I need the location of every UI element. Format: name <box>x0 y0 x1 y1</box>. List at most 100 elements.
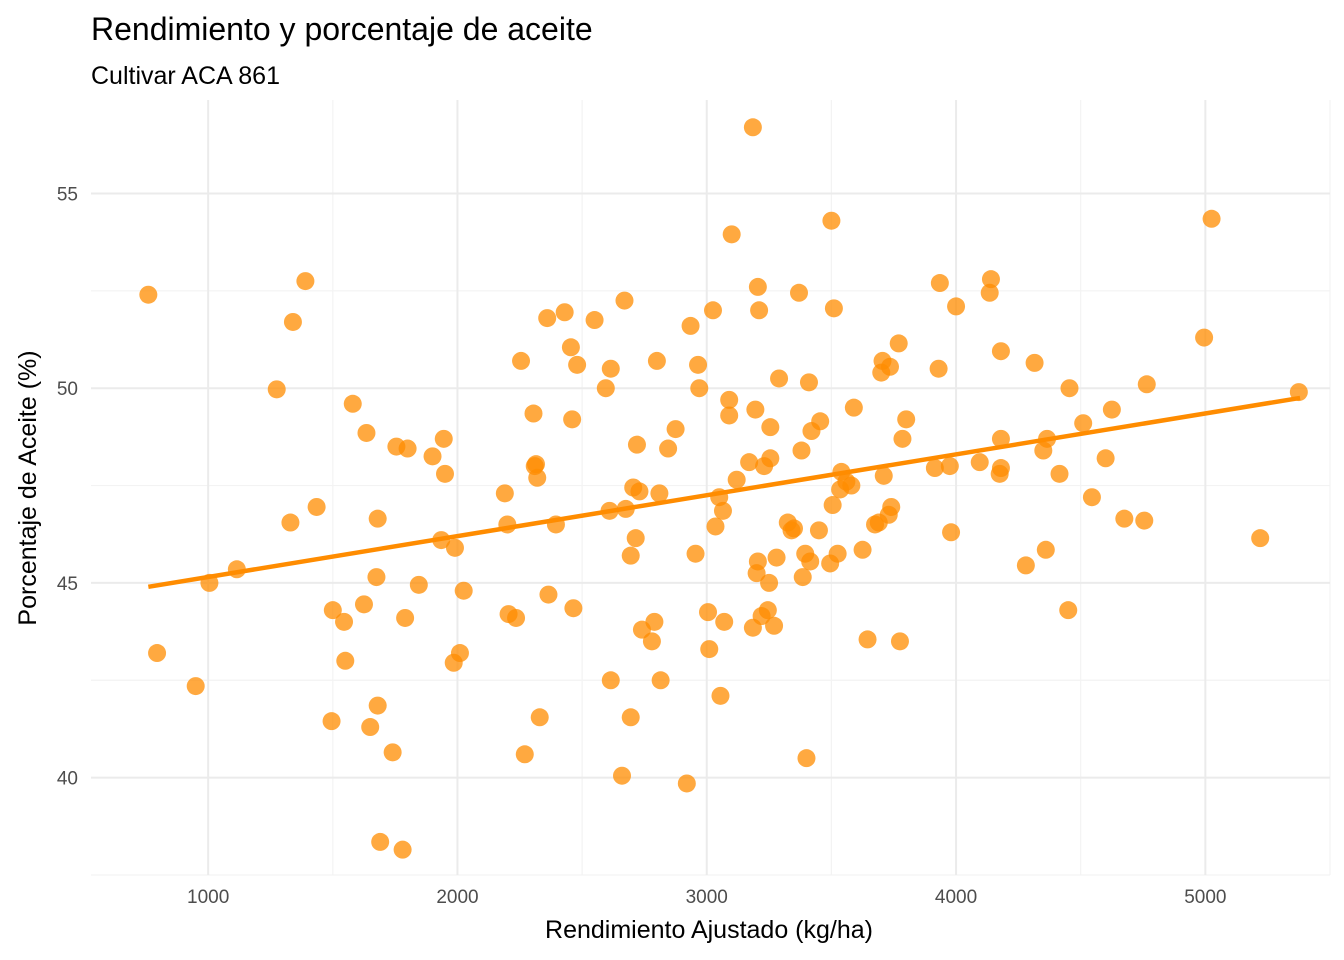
data-point <box>689 355 708 374</box>
data-point <box>368 696 387 715</box>
data-point <box>564 599 583 618</box>
data-point <box>1135 511 1154 530</box>
data-point <box>507 608 526 627</box>
data-point <box>1202 209 1221 228</box>
data-point <box>336 651 355 670</box>
data-point <box>283 312 302 331</box>
data-point <box>1074 414 1093 433</box>
y-axis-title: Porcentaje de Aceite (%) <box>14 350 42 625</box>
data-point <box>367 568 386 587</box>
data-point <box>882 497 901 516</box>
data-point <box>368 509 387 528</box>
data-point <box>666 420 685 439</box>
data-point <box>393 840 412 859</box>
data-point <box>630 482 649 501</box>
data-point <box>601 671 620 690</box>
data-point <box>322 712 341 731</box>
data-point <box>613 766 631 785</box>
data-point <box>1059 601 1078 620</box>
data-point <box>743 118 762 137</box>
data-point <box>858 630 877 649</box>
data-point <box>748 277 767 296</box>
chart-subtitle: Cultivar ACA 861 <box>91 62 280 90</box>
data-point <box>495 484 514 503</box>
data-point <box>750 301 769 320</box>
data-point <box>801 552 820 571</box>
x-tick-label: 2000 <box>436 887 478 908</box>
data-point <box>765 616 784 635</box>
data-point <box>1115 509 1134 528</box>
data-point <box>1082 488 1101 507</box>
data-point <box>929 359 948 378</box>
data-point <box>1137 375 1156 394</box>
data-point <box>361 718 380 737</box>
y-tick-label: 40 <box>57 769 78 790</box>
data-point <box>436 464 454 483</box>
data-point <box>267 380 286 399</box>
data-point <box>809 521 828 540</box>
data-point <box>450 644 469 663</box>
data-point <box>897 410 916 429</box>
data-point <box>343 394 362 413</box>
data-point <box>720 406 739 425</box>
data-point <box>526 455 545 474</box>
data-point <box>748 552 767 571</box>
data-point <box>792 441 811 460</box>
y-axis-ticks: 40 45 50 55 <box>57 184 78 789</box>
data-point <box>1102 400 1121 419</box>
data-point <box>893 429 912 448</box>
data-point <box>323 601 342 620</box>
data-point <box>434 429 453 448</box>
data-point <box>942 523 961 542</box>
x-tick-label: 5000 <box>1184 887 1226 908</box>
data-point <box>307 497 326 516</box>
trend-line-group <box>147 395 1301 590</box>
data-point <box>409 575 428 594</box>
data-point <box>700 640 719 659</box>
data-point <box>980 283 999 302</box>
data-point <box>530 708 549 727</box>
data-point <box>1195 328 1214 347</box>
data-point <box>1036 540 1055 559</box>
data-point <box>627 435 646 454</box>
data-point <box>925 459 944 478</box>
data-point <box>585 311 604 330</box>
data-point <box>681 316 700 335</box>
data-point <box>515 745 534 764</box>
data-point <box>642 632 661 651</box>
data-point <box>1050 464 1069 483</box>
data-point <box>722 225 741 244</box>
data-point <box>686 544 705 563</box>
gridlines <box>91 100 1331 876</box>
data-point <box>770 369 789 388</box>
data-point <box>790 283 808 302</box>
data-point <box>940 457 959 476</box>
data-point <box>1096 449 1115 468</box>
data-point <box>524 404 543 423</box>
data-point <box>659 439 678 458</box>
data-point <box>148 644 167 663</box>
data-point <box>139 285 158 304</box>
data-point <box>930 274 949 293</box>
data-point <box>703 301 722 320</box>
data-point <box>889 334 908 353</box>
data-point <box>561 338 580 357</box>
data-point <box>186 677 205 696</box>
data-point <box>690 379 709 398</box>
data-point <box>423 447 442 466</box>
data-point <box>715 612 734 631</box>
data-point <box>991 459 1010 478</box>
data-point <box>354 595 373 614</box>
data-point <box>1025 353 1044 372</box>
data-point <box>1060 379 1079 398</box>
data-point <box>811 412 830 431</box>
data-point <box>828 544 847 563</box>
data-point <box>991 342 1010 361</box>
data-point <box>761 449 780 468</box>
data-point <box>626 529 645 548</box>
data-point <box>398 439 417 458</box>
data-point <box>890 632 909 651</box>
data-point <box>615 291 634 310</box>
data-point <box>357 423 376 442</box>
